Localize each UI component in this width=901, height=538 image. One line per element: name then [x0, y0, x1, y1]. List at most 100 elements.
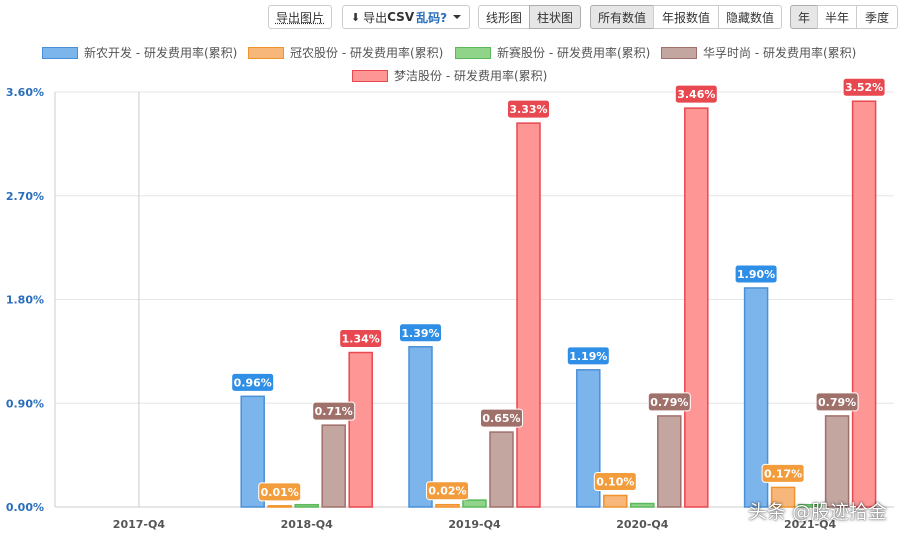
data-label: 0.79%: [818, 396, 856, 409]
watermark: 头条 @股迹拾金: [747, 501, 887, 523]
bar: [489, 431, 514, 508]
data-label: 0.96%: [234, 376, 272, 389]
data-label-bg: [815, 392, 859, 412]
legend-swatch: [42, 46, 78, 59]
legend-label: 新赛股份 - 研发费用率(累积): [497, 46, 651, 60]
line-chart-label: 线形图: [485, 10, 522, 25]
x-tick-label: 2020-Q4: [616, 518, 669, 531]
legend-swatch: [248, 46, 284, 59]
bar: [770, 486, 796, 508]
y-tick-label: 2.70%: [6, 190, 44, 203]
data-label: 1.90%: [737, 268, 775, 281]
bar: [684, 107, 709, 508]
bar: [267, 505, 292, 508]
data-label: 0.17%: [764, 467, 802, 480]
legend-label: 新农开发 - 研发费用率(累积): [84, 46, 238, 60]
period-quarter-label: 季度: [864, 10, 889, 25]
period-half-year-label: 半年: [824, 10, 849, 25]
legend-swatch: [455, 46, 491, 59]
legend-item-huafu[interactable]: 华孚时尚 - 研发费用率(累积): [661, 44, 856, 61]
bar: [240, 395, 265, 508]
data-label: 3.52%: [845, 81, 883, 94]
data-label-bg: [399, 323, 442, 343]
bar: [630, 502, 655, 508]
data-label-bg: [339, 329, 383, 349]
data-label: 0.10%: [596, 475, 634, 488]
bar: [851, 100, 877, 508]
data-label-bg: [842, 77, 886, 97]
data-label-bg: [507, 99, 550, 119]
bar: [321, 424, 346, 508]
export-csv-button[interactable]: ⬇ 导出 CSV 乱码?: [342, 5, 470, 29]
all-values-label: 所有数值: [597, 10, 646, 25]
data-label-bg: [566, 346, 610, 366]
bar: [435, 503, 460, 508]
data-label: 1.19%: [569, 350, 607, 363]
hide-values-button[interactable]: 隐藏数值: [718, 5, 782, 29]
bar: [797, 503, 823, 508]
legend-swatch: [352, 69, 388, 82]
y-tick-label: 0.90%: [6, 397, 44, 410]
period-half-year-button[interactable]: 半年: [817, 5, 857, 29]
export-csv-prefix: 导出: [363, 10, 388, 25]
bar: [824, 415, 850, 508]
x-tick-label: 2021-Q4: [784, 518, 837, 531]
bar: [576, 369, 601, 508]
legend-label: 梦洁股份 - 研发费用率(累积): [394, 69, 548, 83]
data-label: 0.02%: [428, 485, 466, 498]
legend-item-xinnong[interactable]: 新农开发 - 研发费用率(累积): [42, 44, 237, 61]
y-tick-label: 1.80%: [6, 294, 44, 307]
data-label: 0.65%: [482, 412, 520, 425]
data-label: 1.39%: [401, 327, 439, 340]
hide-values-label: 隐藏数值: [725, 10, 774, 25]
x-tick-label: 2017-Q4: [113, 518, 166, 531]
legend-swatch: [661, 46, 697, 59]
export-csv-strong: CSV: [387, 10, 415, 24]
data-label-bg: [593, 471, 637, 491]
data-label-bg: [231, 372, 275, 392]
period-quarter-button[interactable]: 季度: [856, 5, 898, 29]
data-label: 0.71%: [315, 405, 353, 418]
data-label-bg: [426, 481, 469, 501]
x-tick-label: 2018-Q4: [281, 518, 334, 531]
y-tick-label: 3.60%: [6, 86, 44, 99]
data-label: 3.46%: [677, 88, 715, 101]
data-label-bg: [480, 408, 523, 428]
export-image-button[interactable]: 导出图片: [268, 5, 332, 29]
data-label: 1.34%: [342, 333, 380, 346]
bar: [348, 351, 373, 508]
data-label-bg: [647, 392, 691, 412]
download-icon: ⬇: [350, 10, 361, 24]
bar-chart-button[interactable]: 柱状图: [529, 5, 581, 29]
bar-chart-label: 柱状图: [536, 10, 573, 25]
bar: [657, 415, 682, 508]
bar: [408, 346, 433, 508]
chevron-down-icon: [453, 15, 462, 19]
legend-item-mengjie[interactable]: 梦洁股份 - 研发费用率(累积): [352, 67, 547, 84]
bar: [462, 499, 487, 508]
data-label-bg: [761, 463, 805, 483]
bar: [603, 494, 628, 508]
bar: [294, 503, 319, 508]
period-year-label: 年: [797, 10, 810, 25]
data-label-bg: [258, 482, 302, 502]
annual-values-button[interactable]: 年报数值: [653, 5, 719, 29]
bar: [743, 287, 769, 508]
legend-label: 冠农股份 - 研发费用率(累积): [290, 46, 444, 60]
csv-encoding-help-link[interactable]: 乱码?: [416, 10, 448, 25]
legend-label: 华孚时尚 - 研发费用率(累积): [703, 46, 857, 60]
data-label-bg: [734, 264, 778, 284]
annual-values-label: 年报数值: [661, 10, 710, 25]
line-chart-button[interactable]: 线形图: [478, 5, 530, 29]
legend-item-guannong[interactable]: 冠农股份 - 研发费用率(累积): [248, 44, 443, 61]
data-label: 3.33%: [509, 103, 547, 116]
bar: [516, 122, 541, 508]
export-image-label: 导出图片: [275, 10, 324, 25]
x-tick-label: 2019-Q4: [448, 518, 501, 531]
toolbar: 导出图片 ⬇ 导出 CSV 乱码? 线形图 柱状图 所有数值 年报数值 隐藏数值…: [0, 5, 901, 31]
all-values-button[interactable]: 所有数值: [590, 5, 654, 29]
legend-item-xinsai[interactable]: 新赛股份 - 研发费用率(累积): [455, 44, 650, 61]
y-tick-label: 0.00%: [6, 501, 44, 514]
data-label: 0.01%: [261, 486, 299, 499]
